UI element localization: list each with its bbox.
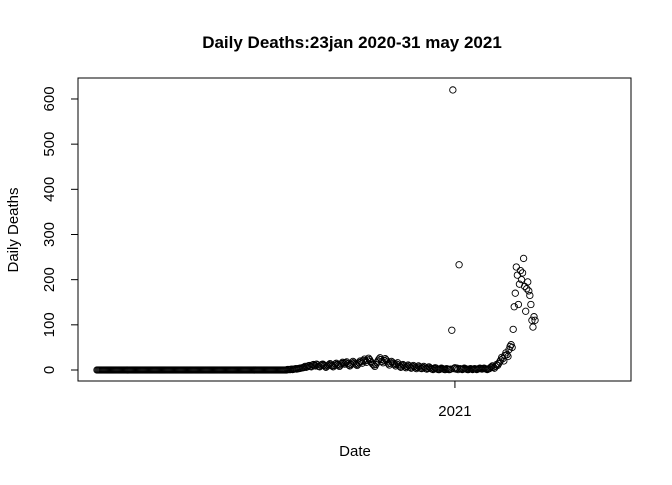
data-point [503, 350, 511, 359]
x-axis: 2021 [438, 381, 472, 420]
y-tick-label: 200 [41, 267, 58, 292]
x-axis-label: Date [339, 443, 371, 460]
data-point [486, 364, 494, 372]
data-point [504, 352, 512, 361]
data-point [448, 326, 456, 334]
data-point [510, 303, 518, 311]
data-point [530, 313, 538, 321]
data-point [303, 363, 311, 371]
data-point [455, 261, 463, 269]
y-tick-label: 300 [41, 222, 58, 247]
data-point [511, 289, 519, 297]
data-point [500, 357, 508, 365]
plot-frame [77, 77, 632, 382]
data-point [493, 361, 502, 370]
data-points [93, 86, 539, 374]
y-tick-label: 0 [41, 366, 58, 374]
data-point [517, 276, 526, 284]
data-point [518, 269, 527, 277]
chart-title: Daily Deaths:23jan 2020-31 may 2021 [202, 33, 502, 52]
y-tick-label: 100 [41, 312, 58, 337]
y-axis: 0 100 200 300 400 500 600 [41, 86, 79, 374]
data-point [523, 285, 531, 293]
data-point [389, 360, 398, 368]
data-point [509, 325, 517, 333]
data-point [338, 358, 347, 366]
data-point [512, 263, 520, 271]
data-point [516, 266, 525, 275]
y-tick-label: 400 [41, 177, 58, 202]
data-point [524, 278, 532, 286]
data-point [531, 316, 539, 324]
x-tick-label: 2021 [438, 403, 471, 420]
data-point [522, 307, 530, 315]
data-point [449, 86, 457, 94]
data-point [529, 323, 537, 331]
data-point [514, 300, 523, 309]
data-point [309, 360, 318, 369]
data-point [525, 287, 533, 295]
y-tick-label: 600 [41, 86, 58, 111]
data-point [528, 316, 536, 324]
data-point [372, 360, 380, 369]
data-point [508, 343, 516, 352]
y-axis-label: Daily Deaths [5, 187, 22, 272]
data-point [369, 360, 377, 368]
data-point [371, 362, 379, 371]
data-point [519, 254, 528, 263]
y-tick-label: 500 [41, 132, 58, 157]
data-point [527, 300, 535, 309]
data-point [526, 291, 534, 300]
data-point [488, 362, 497, 370]
